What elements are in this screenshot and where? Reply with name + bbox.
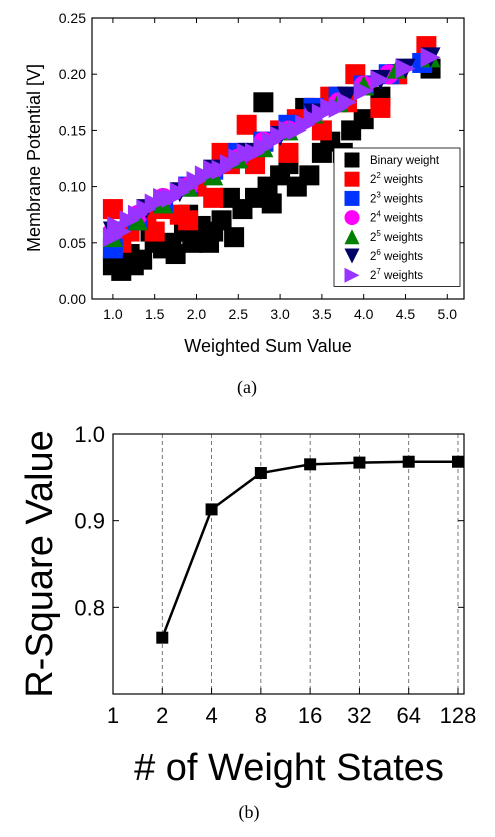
point [111, 221, 132, 242]
point [144, 221, 165, 242]
legend-label: 26 weights [370, 248, 423, 263]
point [353, 81, 374, 102]
chart-b-grid [112, 434, 459, 694]
x-tick-label: 2.5 [229, 306, 249, 322]
legend-marker [344, 267, 360, 283]
chart-a-legend: Binary weight 22 weights 23 weights 24 weig… [333, 147, 461, 287]
legend-marker [344, 248, 360, 264]
legend-entry: 25 weights [344, 229, 423, 245]
x-tick-label: 128 [440, 703, 477, 728]
chart-a-axes: 1.0 1.5 2.0 2.5 3.0 3.5 4.0 4.5 5.0 0.00 0.05 0.10 0… [59, 10, 464, 322]
series-7 [102, 47, 441, 248]
x-tick-label: 1 [107, 703, 119, 728]
legend-label: 27 weights [370, 267, 423, 282]
y-tick-label: 0.25 [59, 10, 86, 26]
chart-b-marks [156, 455, 464, 644]
legend-entry: 22 weights [344, 171, 423, 187]
x-tick-label: 1.5 [145, 306, 165, 322]
legend-entry: 24 weights [344, 210, 423, 226]
chart-a: 1.0 1.5 2.0 2.5 3.0 3.5 4.0 4.5 5.0 0.00 0.05 0.10 0… [24, 10, 465, 398]
legend-label: 24 weights [370, 210, 423, 225]
chart-a-plot-frame [91, 17, 465, 300]
point [420, 47, 441, 68]
chart-b-ylabel: R-Square Value [19, 430, 61, 698]
x-tick-label: 4.5 [396, 306, 416, 322]
point [278, 142, 299, 163]
x-tick-label: 3.5 [312, 306, 332, 322]
legend-entry: Binary weight [344, 152, 440, 168]
chart-a-ylabel: Membrane Potential [V] [24, 64, 44, 252]
point [353, 456, 366, 469]
point [370, 69, 391, 90]
chart-b: 1 2 4 8 16 32 64 128 0.8 0.9 1.0 # of Weight State… [19, 422, 476, 823]
y-tick-label: 0.05 [59, 235, 86, 251]
y-tick-label: 0.8 [74, 595, 105, 620]
point [304, 458, 317, 471]
chart-b-xlabel: # of Weight States [134, 747, 444, 789]
point [261, 193, 282, 214]
chart-b-plot-frame [112, 433, 465, 695]
point [156, 631, 169, 644]
y-tick-label: 0.20 [59, 66, 86, 82]
point [452, 455, 464, 468]
point [253, 92, 274, 113]
point [395, 58, 416, 79]
legend-label: Binary weight [370, 155, 440, 167]
legend-marker [344, 190, 360, 206]
x-tick-label: 4.0 [354, 306, 374, 322]
y-tick-label: 0.10 [59, 179, 86, 195]
point [161, 232, 182, 253]
point [370, 97, 391, 118]
x-tick-label: 8 [255, 703, 267, 728]
x-tick-label: 4 [205, 703, 217, 728]
point [219, 187, 240, 208]
point [336, 92, 357, 113]
point [236, 114, 257, 135]
legend-marker [344, 171, 360, 187]
y-tick-label: 0.9 [74, 509, 105, 534]
chart-a-caption: (a) [237, 377, 257, 398]
point [123, 255, 144, 276]
legend-label: 23 weights [370, 190, 423, 205]
point [336, 86, 357, 107]
x-tick-label: 32 [347, 703, 371, 728]
point [224, 227, 245, 248]
chart-a-marks [102, 36, 441, 281]
point [203, 187, 224, 208]
point [402, 455, 415, 468]
x-tick-label: 5.0 [438, 306, 458, 322]
legend-label: 25 weights [370, 229, 423, 244]
y-tick-label: 0.15 [59, 122, 86, 138]
chart-b-axes: 1 2 4 8 16 32 64 128 0.8 0.9 1.0 [74, 422, 476, 728]
x-tick-label: 1.0 [103, 306, 123, 322]
y-tick-label: 0.00 [59, 291, 86, 307]
x-tick-label: 64 [396, 703, 420, 728]
legend-entry: 23 weights [344, 190, 423, 206]
chart-b-caption: (b) [239, 802, 260, 823]
point [353, 109, 374, 130]
legend-entry: 26 weights [344, 248, 423, 264]
chart-a-xlabel: Weighted Sum Value [184, 336, 351, 356]
y-tick-label: 1.0 [74, 422, 105, 447]
point [102, 199, 123, 220]
point [254, 467, 267, 479]
point [178, 210, 199, 231]
point [182, 232, 203, 253]
legend-marker [344, 229, 360, 245]
x-tick-label: 2 [156, 703, 168, 728]
legend-marker [344, 152, 360, 168]
point [311, 120, 332, 141]
legend-marker [344, 210, 360, 226]
x-tick-label: 2.0 [187, 306, 207, 322]
point [299, 165, 320, 186]
legend-label: 22 weights [370, 171, 423, 186]
point [203, 221, 224, 242]
x-tick-label: 16 [298, 703, 322, 728]
legend-entry: 27 weights [344, 267, 423, 283]
point [205, 503, 218, 516]
x-tick-label: 3.0 [270, 306, 290, 322]
